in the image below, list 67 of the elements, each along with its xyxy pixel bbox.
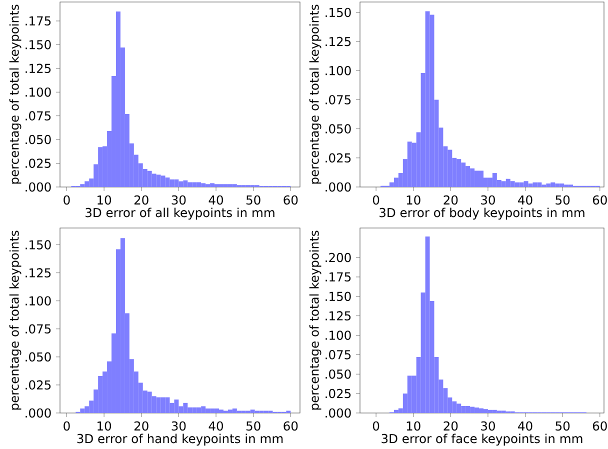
x-tick-label: 10 xyxy=(406,421,420,431)
x-tick-label: 30 xyxy=(481,195,495,205)
y-tick-label: .100 xyxy=(326,66,351,76)
y-tick-label: .000 xyxy=(326,182,351,192)
y-tick-label: .150 xyxy=(326,292,351,302)
x-tick-label: 20 xyxy=(134,421,148,431)
x-tick-label: 50 xyxy=(556,195,570,205)
y-tick-label: .025 xyxy=(26,380,51,390)
x-tick-label: 10 xyxy=(98,421,112,431)
x-tick-label: 0 xyxy=(64,195,70,205)
y-tick-label: .075 xyxy=(26,324,51,334)
y-tick-label: .175 xyxy=(26,16,51,26)
y-tick-label: .025 xyxy=(326,388,351,398)
y-tick-label: .125 xyxy=(326,311,351,320)
y-tick-label: .100 xyxy=(326,330,351,340)
y-tick-label: .075 xyxy=(326,350,351,360)
y-tick-label: .000 xyxy=(26,408,51,418)
x-tick-label: 10 xyxy=(406,195,420,205)
x-tick-label: 60 xyxy=(284,421,298,431)
x-axis-title: 3D error of body keypoints in mm xyxy=(380,208,584,220)
y-axis-title: percentage of total keypoints xyxy=(309,230,322,410)
y-axis-title: percentage of total keypoints xyxy=(9,4,22,184)
y-tick-label: .050 xyxy=(326,124,351,134)
x-axis-title: 3D error of all keypoints in mm xyxy=(86,208,274,220)
y-tick-label: .150 xyxy=(326,8,351,18)
y-tick-label: .175 xyxy=(326,272,351,282)
x-tick-label: 20 xyxy=(134,195,148,205)
y-tick-label: .125 xyxy=(26,64,51,74)
x-tick-label: 0 xyxy=(372,195,380,205)
x-tick-label: 10 xyxy=(98,195,112,205)
x-axis-title: 3D error of face keypoints in mm xyxy=(382,434,582,446)
x-tick-label: 50 xyxy=(246,195,260,205)
x-tick-label: 60 xyxy=(284,195,298,205)
y-axis-title: percentage of total keypoints xyxy=(309,4,322,184)
y-tick-label: .050 xyxy=(26,134,51,144)
x-tick-label: 20 xyxy=(444,421,458,431)
x-tick-label: 30 xyxy=(172,195,186,205)
x-tick-label: 50 xyxy=(246,421,260,431)
y-tick-label: .075 xyxy=(326,95,351,104)
x-axis-title: 3D error of hand keypoints in mm xyxy=(77,434,283,446)
x-tick-label: 40 xyxy=(208,195,224,205)
y-tick-label: .200 xyxy=(326,252,351,262)
y-tick-label: .050 xyxy=(26,352,51,362)
y-tick-label: .100 xyxy=(26,296,51,306)
y-tick-label: .000 xyxy=(326,408,351,418)
y-tick-label: .150 xyxy=(26,40,51,50)
y-tick-label: .075 xyxy=(26,111,51,120)
x-tick-label: 0 xyxy=(64,421,70,431)
x-tick-label: 0 xyxy=(372,421,380,431)
y-tick-label: .050 xyxy=(326,369,351,379)
y-tick-label: .125 xyxy=(26,268,51,278)
y-axis-title: percentage of total keypoints xyxy=(9,230,22,410)
y-tick-label: .000 xyxy=(26,182,51,192)
x-tick-label: 30 xyxy=(481,421,495,431)
x-tick-label: 20 xyxy=(444,195,458,205)
x-tick-label: 60 xyxy=(592,195,607,205)
x-tick-label: 40 xyxy=(518,421,532,431)
x-tick-label: 40 xyxy=(518,195,532,205)
x-tick-label: 30 xyxy=(172,421,186,431)
y-tick-label: .025 xyxy=(26,158,51,168)
y-tick-label: .125 xyxy=(326,36,351,46)
x-tick-label: 50 xyxy=(556,421,570,431)
y-tick-label: .100 xyxy=(26,87,51,97)
x-tick-label: 60 xyxy=(592,421,607,431)
y-tick-label: .025 xyxy=(326,153,351,163)
y-tick-label: .150 xyxy=(26,240,51,250)
x-tick-label: 40 xyxy=(208,421,224,431)
